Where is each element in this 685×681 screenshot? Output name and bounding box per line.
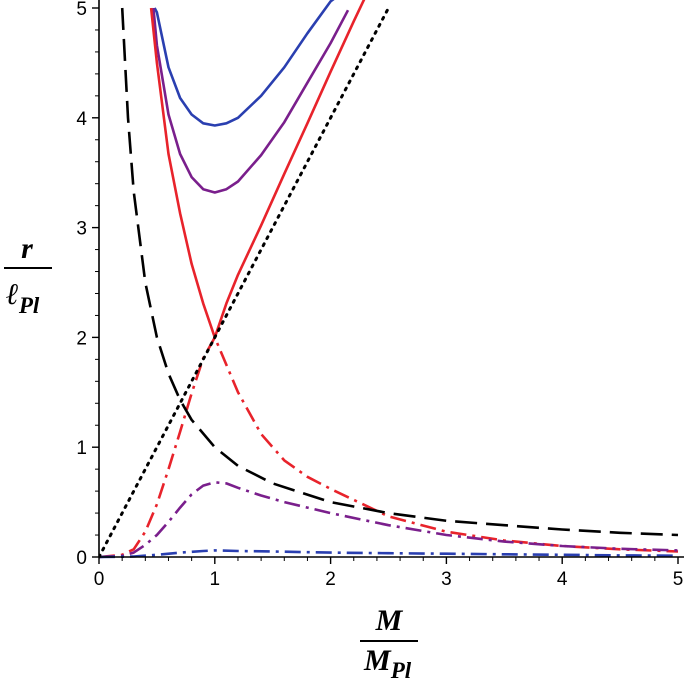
x-tick-label-1: 1: [210, 569, 221, 590]
series-dotted-line-8: [99, 6, 390, 559]
series-layer: [99, 0, 679, 559]
x-tick-label-4: 4: [557, 569, 568, 590]
x-axis-label-subscript: Pl: [390, 658, 412, 681]
y-tick-label-0: 0: [76, 548, 87, 569]
y-axis-label-denominator: ℓ: [6, 278, 19, 311]
x-axis-label-numerator: M: [375, 604, 404, 637]
series-solid-line-2: [152, 7, 350, 194]
x-tick-label-5: 5: [673, 569, 684, 590]
series-dashdot-line-6: [99, 549, 679, 559]
series-dashed-line-7: [120, 7, 679, 537]
x-tick-label-0: 0: [94, 569, 105, 590]
series-dashdot-line-5: [99, 481, 679, 559]
axes-layer: 0 1 2 3 4 5 0 1 2 3 4 5: [76, 0, 684, 590]
x-tick-label-2: 2: [325, 569, 336, 590]
y-tick-label-2: 2: [76, 328, 87, 349]
y-tick-label-3: 3: [76, 219, 87, 240]
svg-text:MPl: MPl: [363, 644, 412, 681]
x-axis-label: M MPl: [360, 604, 418, 681]
x-tick-label-3: 3: [441, 569, 452, 590]
series-dashdot-line-4: [99, 336, 679, 559]
series-solid-line-1: [153, 0, 335, 127]
y-tick-label-4: 4: [76, 109, 87, 130]
y-axis-label-numerator: r: [21, 232, 33, 265]
series-solid-line-3: [149, 0, 366, 339]
y-tick-label-1: 1: [76, 438, 87, 459]
x-axis-label-denominator: M: [363, 644, 392, 677]
y-tick-label-5: 5: [76, 0, 87, 20]
y-axis-label-subscript: Pl: [18, 293, 40, 318]
svg-text:ℓPl: ℓPl: [6, 278, 40, 318]
y-axis-label: r ℓPl: [4, 232, 52, 318]
